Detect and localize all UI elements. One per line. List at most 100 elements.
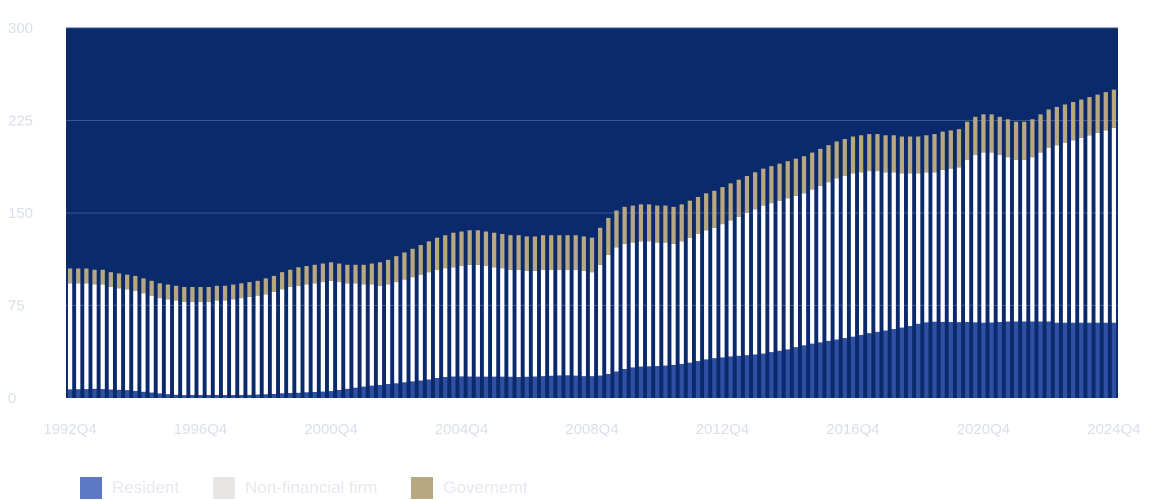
bar-non-financial-firm [638,241,644,367]
bar-governemt [337,263,342,283]
bar-non-financial-firm [1071,140,1076,323]
bar-governemt [1103,92,1108,131]
bar-governemt [540,235,546,270]
bar-governemt [141,278,146,294]
bar-non-financial-firm [834,178,839,340]
bar-resident [288,393,293,398]
bar-resident [965,322,970,398]
x-tick-label: 2012Q4 [696,421,749,438]
bar-resident [744,355,750,398]
bar-resident [402,382,407,398]
bar-resident [84,389,89,398]
bar-resident [663,365,668,398]
x-tick-label: 2016Q4 [826,421,879,438]
bar-governemt [369,263,374,285]
bar-resident [761,353,766,398]
bar-resident [1013,321,1019,398]
bar-governemt [826,145,831,183]
bar-non-financial-firm [1095,132,1100,323]
bar-resident [1087,322,1092,398]
bar-resident [304,392,309,398]
bar-non-financial-firm [426,272,432,380]
x-tick-label: 1992Q4 [43,421,96,438]
bar-resident [108,389,113,398]
bar-governemt [695,196,701,234]
bar-resident [443,377,448,398]
legend-item-non-financial-firm[interactable]: Non-financial firm [213,477,377,499]
bar-governemt [459,231,464,267]
bar-governemt [810,152,815,190]
bar-non-financial-firm [214,300,219,396]
bar-non-financial-firm [386,284,391,385]
bar-resident [622,369,627,398]
bar-resident [785,349,790,398]
bar-governemt [239,283,244,299]
bar-governemt [646,204,652,242]
bar-governemt [606,217,611,255]
bar-resident [907,325,913,398]
bar-governemt [1087,97,1092,136]
bar-resident [630,367,635,398]
bar-governemt [524,236,529,271]
bar-non-financial-firm [1046,147,1051,322]
bar-resident [434,378,440,398]
bar-non-financial-firm [646,241,652,367]
bar-non-financial-firm [565,269,570,376]
bar-governemt [214,285,219,301]
bar-governemt [948,130,953,169]
bar-resident [231,395,236,398]
bar-non-financial-firm [288,287,293,394]
bar-non-financial-firm [956,167,962,323]
x-tick-label: 2000Q4 [304,421,357,438]
bar-resident [793,347,798,398]
bar-governemt [671,206,676,244]
bar-resident [337,389,342,398]
bar-resident [76,389,81,398]
bar-non-financial-firm [630,242,635,368]
bar-governemt [630,205,635,243]
bar-resident [867,333,872,398]
bar-non-financial-firm [875,171,880,332]
bar-non-financial-firm [182,301,187,396]
bar-governemt [883,135,888,173]
bar-resident [997,322,1002,398]
legend-item-governemt[interactable]: Governemt [411,477,527,499]
bar-resident [956,322,962,398]
bar-governemt [736,179,741,217]
bar-resident [67,389,73,398]
bar-governemt [149,280,154,296]
bar-governemt [777,163,782,201]
bar-governemt [443,235,448,269]
bar-non-financial-firm [459,266,464,377]
bar-resident [459,376,464,398]
bar-resident [279,393,285,398]
bar-governemt [1054,106,1059,146]
bar-non-financial-firm [850,173,856,337]
bar-resident [598,375,603,398]
bar-non-financial-firm [883,172,888,331]
bar-governemt [687,200,692,238]
bar-non-financial-firm [687,237,692,363]
legend-label-governemt: Governemt [443,478,528,497]
legend-item-resident[interactable]: Resident [80,477,179,499]
bar-resident [345,388,350,398]
bar-governemt [581,236,586,271]
bar-non-financial-firm [328,280,334,392]
bar-governemt [899,136,905,174]
bar-non-financial-firm [304,284,309,393]
x-axis: 1992Q4 1996Q4 2000Q4 2004Q4 2008Q4 2012Q4 2016… [43,421,1140,438]
bar-non-financial-firm [1013,159,1019,322]
bar-non-financial-firm [712,227,717,359]
bar-non-financial-firm [231,299,236,396]
bar-resident [875,331,880,398]
bar-resident [981,322,986,398]
bar-resident [646,366,652,398]
bar-governemt [133,275,138,291]
bar-governemt [1022,121,1027,160]
bar-governemt [361,264,366,285]
bar-resident [589,376,595,398]
bar-governemt [956,129,962,168]
legend-swatch-governemt [411,477,434,499]
bar-non-financial-firm [581,270,586,377]
bar-non-financial-firm [92,284,97,389]
